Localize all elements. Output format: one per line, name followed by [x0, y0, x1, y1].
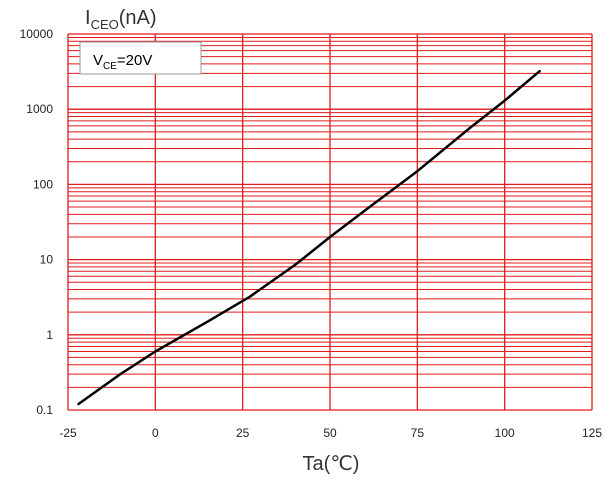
y-axis-unit: (nA) [119, 7, 157, 29]
series-line [77, 69, 541, 406]
legend-sub: CE [103, 61, 117, 72]
x-tick-label: 0 [152, 426, 159, 440]
y-tick-label: 0.1 [36, 403, 53, 417]
legend-frame [79, 41, 202, 75]
y-axis-sub: CEO [91, 17, 119, 32]
y-tick-label: 1 [46, 328, 53, 342]
x-axis-title: Ta(℃) [303, 453, 360, 475]
tick-labels: -25 0 25 50 75 100 125 0.1 1 10 100 1000 10000 [20, 27, 603, 440]
x-tick-label: 125 [582, 426, 602, 440]
x-tick-label: 100 [495, 426, 515, 440]
grid [67, 33, 593, 411]
legend-main: V [93, 52, 103, 69]
x-tick-label: 25 [236, 426, 250, 440]
x-tick-label: -25 [59, 426, 77, 440]
y-axis-title: ICEO(nA) [85, 7, 157, 32]
legend-box: VCE=20V [79, 41, 202, 75]
y-tick-label: 100 [33, 177, 53, 191]
x-tick-label: 75 [411, 426, 425, 440]
y-tick-label: 10 [40, 253, 54, 267]
x-tick-label: 50 [323, 426, 337, 440]
y-tick-label: 10000 [20, 27, 54, 41]
legend-rest: =20V [117, 52, 152, 69]
y-tick-label: 1000 [26, 102, 53, 116]
y-axis-main: I [85, 7, 91, 29]
legend-label: VCE=20V [93, 52, 152, 72]
